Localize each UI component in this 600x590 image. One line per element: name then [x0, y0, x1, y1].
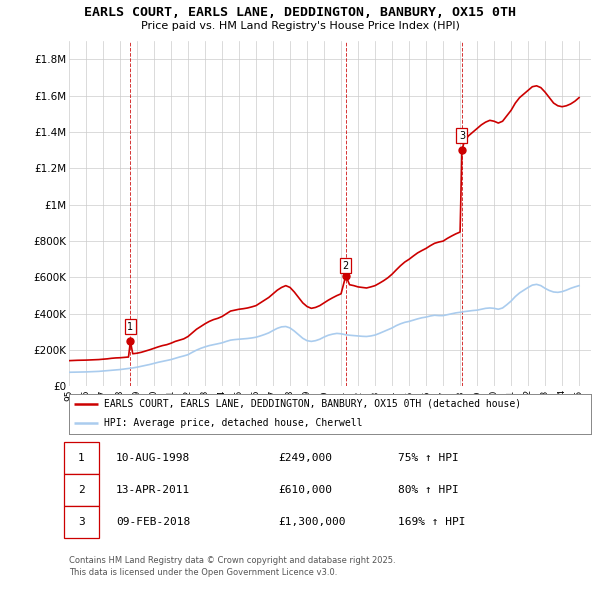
- Text: 09-FEB-2018: 09-FEB-2018: [116, 517, 190, 527]
- Text: 13-APR-2011: 13-APR-2011: [116, 485, 190, 494]
- Text: 2: 2: [343, 261, 349, 271]
- Text: Price paid vs. HM Land Registry's House Price Index (HPI): Price paid vs. HM Land Registry's House …: [140, 21, 460, 31]
- FancyBboxPatch shape: [64, 474, 99, 506]
- Text: 3: 3: [459, 131, 465, 141]
- Text: 80% ↑ HPI: 80% ↑ HPI: [398, 485, 458, 494]
- Text: EARLS COURT, EARLS LANE, DEDDINGTON, BANBURY, OX15 0TH (detached house): EARLS COURT, EARLS LANE, DEDDINGTON, BAN…: [104, 399, 521, 409]
- Text: 169% ↑ HPI: 169% ↑ HPI: [398, 517, 466, 527]
- Text: 2: 2: [78, 485, 85, 494]
- FancyBboxPatch shape: [64, 506, 99, 538]
- FancyBboxPatch shape: [64, 441, 99, 474]
- Text: HPI: Average price, detached house, Cherwell: HPI: Average price, detached house, Cher…: [104, 418, 363, 428]
- Text: 1: 1: [127, 322, 133, 332]
- Text: Contains HM Land Registry data © Crown copyright and database right 2025.: Contains HM Land Registry data © Crown c…: [69, 556, 395, 565]
- Text: 75% ↑ HPI: 75% ↑ HPI: [398, 453, 458, 463]
- Text: £1,300,000: £1,300,000: [278, 517, 346, 527]
- Text: EARLS COURT, EARLS LANE, DEDDINGTON, BANBURY, OX15 0TH: EARLS COURT, EARLS LANE, DEDDINGTON, BAN…: [84, 6, 516, 19]
- Text: 1: 1: [78, 453, 85, 463]
- Text: 10-AUG-1998: 10-AUG-1998: [116, 453, 190, 463]
- Text: 3: 3: [78, 517, 85, 527]
- Text: £610,000: £610,000: [278, 485, 332, 494]
- Text: This data is licensed under the Open Government Licence v3.0.: This data is licensed under the Open Gov…: [69, 568, 337, 576]
- Text: £249,000: £249,000: [278, 453, 332, 463]
